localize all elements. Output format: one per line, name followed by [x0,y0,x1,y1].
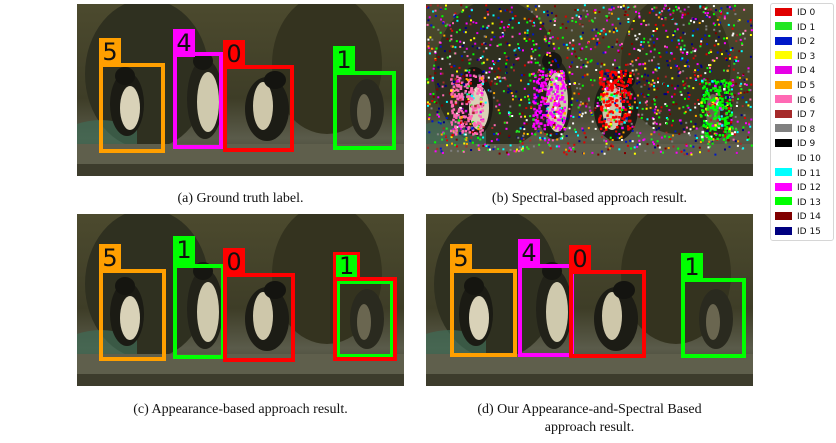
legend-swatch [775,226,792,235]
legend-item: ID 15 [775,226,821,238]
bbox-tag-4: 4 [518,239,540,267]
legend-item: ID 1 [775,22,815,34]
caption-d-line1: (d) Our Appearance-and-Spectral Based [477,402,702,417]
legend-swatch [775,109,792,118]
bbox-id-5 [99,269,166,361]
legend-item: ID 6 [775,95,815,107]
legend-label: ID 14 [797,212,821,223]
legend-item: ID 10 [775,153,821,165]
legend-swatch [775,22,792,31]
legend-item: ID 12 [775,182,821,194]
legend-label: ID 8 [797,124,816,135]
bbox-tag-1-red: 1 [333,252,361,280]
bbox-id-4 [518,264,574,357]
legend-item: ID 0 [775,7,815,19]
legend-swatch [775,95,792,104]
legend-label: ID 11 [797,168,821,179]
legend-swatch [775,197,792,206]
bbox-tag-1: 1 [681,253,703,281]
legend-swatch [775,211,792,220]
panel-c: 5 1 0 1 [77,214,404,386]
bbox-id-0 [223,65,294,152]
bbox-tag-0: 0 [569,245,591,273]
bbox-id-1-green [173,264,225,359]
legend-label: ID 5 [797,81,816,91]
legend-swatch [775,138,792,147]
legend-item: ID 13 [775,197,821,209]
bbox-tag-1: 1 [333,46,355,74]
legend-label: ID 4 [797,66,816,77]
bbox-tag-1-green: 1 [173,236,195,264]
id-color-legend: ID 0 ID 1 ID 2 ID 3 ID 4 ID 5 ID 6 ID 7 ID 8 ID 9… [770,3,834,241]
legend-swatch [775,65,792,74]
legend-label: ID 2 [797,37,816,48]
caption-b: (b) Spectral-based approach result. [491,191,688,206]
legend-label: ID 7 [797,110,816,121]
legend-swatch [775,36,792,45]
legend-label: ID 13 [797,197,821,208]
bbox-id-0 [569,270,646,358]
legend-swatch [775,7,792,16]
bbox-id-5 [450,269,517,357]
caption-d-line2: approach result. [544,420,635,435]
panel-b [426,4,753,176]
legend-item: ID 11 [775,168,821,180]
panel-a: 5 4 0 1 [77,4,404,176]
legend-item: ID 14 [775,211,821,223]
legend-item: ID 9 [775,138,815,150]
legend-item: ID 3 [775,51,815,63]
bbox-id-4 [173,52,223,149]
legend-label: ID 10 [797,154,821,164]
legend-label: ID 0 [797,8,816,18]
bbox-id-1 [333,71,396,150]
legend-item: ID 5 [775,80,815,92]
legend-item: ID 2 [775,36,815,48]
bbox-tag-0: 0 [223,40,245,68]
bbox-id-5 [99,63,165,153]
legend-swatch [775,124,792,133]
bbox-id-1-red-outer [333,277,397,361]
legend-label: ID 3 [797,51,816,62]
legend-label: ID 6 [797,95,816,106]
spectral-noise-overlay [426,4,753,156]
legend-label: ID 9 [797,139,816,150]
legend-swatch [775,51,792,60]
legend-item: ID 7 [775,109,815,121]
bbox-tag-5: 5 [99,38,121,66]
bbox-id-1 [681,278,746,358]
bbox-id-1-green-inner [337,281,393,357]
legend-item: ID 8 [775,124,815,136]
caption-a: (a) Ground truth label. [177,191,304,206]
legend-label: ID 1 [797,22,816,33]
legend-label: ID 15 [797,227,821,237]
bbox-id-0 [223,273,295,362]
legend-swatch [775,80,792,89]
bbox-tag-4: 4 [173,29,195,57]
bbox-tag-0: 0 [223,248,245,276]
legend-label: ID 12 [797,183,821,194]
bbox-tag-5: 5 [99,244,121,272]
bbox-tag-5: 5 [450,244,472,272]
legend-item: ID 4 [775,65,815,77]
panel-d: 5 4 0 1 [426,214,753,386]
caption-c: (c) Appearance-based approach result. [133,402,348,417]
legend-swatch [775,168,792,177]
legend-swatch [775,153,792,162]
legend-swatch [775,182,792,191]
